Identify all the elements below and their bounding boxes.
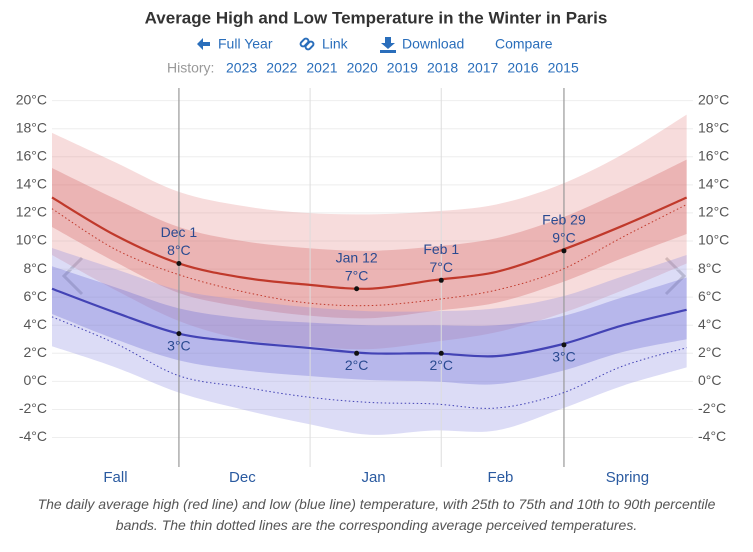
- temperature-line: [51, 196, 688, 290]
- annotation-marker: [438, 350, 444, 356]
- y2-tick-label: -4°C: [698, 428, 726, 444]
- labels-layer: Dec 1 8°C Jan 12 7°C Feb 1 7°C Feb 29 9°C 3°C 2°C…: [161, 212, 586, 373]
- annotation-value: 3°C: [552, 349, 576, 365]
- bands-layer: [52, 114, 687, 435]
- y-tick-label: -2°C: [19, 400, 47, 416]
- annotation-value: 9°C: [552, 230, 576, 246]
- back-icon: [197, 38, 210, 50]
- annotation-value: 2°C: [345, 357, 369, 373]
- link-icon: [299, 37, 315, 51]
- annotation-marker: [176, 331, 182, 337]
- top-layer: Full Year Link Download Compare History: 2023…: [16, 36, 730, 486]
- annotation-value: 7°C: [345, 267, 369, 283]
- prev-arrow[interactable]: [61, 256, 84, 296]
- perceived-line: [51, 204, 687, 307]
- history-year[interactable]: 2015: [548, 60, 579, 76]
- toolbar-link[interactable]: Link: [322, 36, 349, 52]
- history-year[interactable]: 2021: [306, 60, 337, 76]
- perceived-line: [51, 316, 687, 409]
- y2-tick-label: 8°C: [698, 260, 722, 276]
- lines-layer: [51, 196, 688, 409]
- annotation-date: Dec 1: [161, 224, 198, 240]
- y-tick-label: 4°C: [24, 316, 48, 332]
- y2-tick-label: 20°C: [698, 91, 729, 107]
- y-tick-label: 18°C: [16, 119, 47, 135]
- toolbar-link[interactable]: Full Year: [218, 36, 273, 52]
- caption: The daily average high (red line) and lo…: [37, 496, 716, 533]
- y-tick-label: 8°C: [24, 260, 48, 276]
- y-tick-label: -4°C: [19, 428, 47, 444]
- annotation-date: Jan 12: [336, 249, 378, 265]
- annotation-value: 2°C: [430, 357, 454, 373]
- y2-tick-label: 0°C: [698, 372, 722, 388]
- next-arrow[interactable]: [664, 256, 687, 296]
- y2-tick-label: 10°C: [698, 232, 729, 248]
- y2-tick-label: 14°C: [698, 176, 729, 192]
- percentile-band: [52, 248, 687, 435]
- history-year[interactable]: 2017: [467, 60, 498, 76]
- percentile-band: [52, 114, 687, 350]
- x-tick-label: Spring: [606, 469, 649, 486]
- y-tick-label: 0°C: [24, 372, 48, 388]
- history-year[interactable]: 2016: [507, 60, 538, 76]
- percentile-band: [52, 266, 687, 385]
- y-tick-label: 14°C: [16, 176, 47, 192]
- y-tick-label: 16°C: [16, 147, 47, 163]
- toolbar-link[interactable]: Compare: [495, 36, 553, 52]
- y2-tick-label: 12°C: [698, 204, 729, 220]
- history-year[interactable]: 2022: [266, 60, 297, 76]
- annotation-value: 7°C: [430, 259, 454, 275]
- y-tick-label: 6°C: [24, 288, 48, 304]
- y2-tick-label: 4°C: [698, 316, 722, 332]
- y-tick-label: 20°C: [16, 91, 47, 107]
- x-tick-label: Feb: [488, 469, 514, 486]
- x-tick-label: Jan: [361, 469, 385, 486]
- annotation-marker: [354, 286, 360, 292]
- y-tick-label: 2°C: [24, 344, 48, 360]
- x-tick-label: Dec: [229, 469, 256, 486]
- y2-tick-label: 16°C: [698, 147, 729, 163]
- toolbar-link[interactable]: Download: [402, 36, 464, 52]
- annotation-date: Feb 1: [423, 241, 459, 257]
- x-tick-label: Fall: [103, 469, 127, 486]
- y-tick-label: 10°C: [16, 232, 47, 248]
- y-tick-label: 12°C: [16, 204, 47, 220]
- temperature-line: [51, 287, 687, 358]
- annotation-marker: [561, 342, 567, 348]
- annotation-value: 3°C: [167, 337, 191, 353]
- history-year[interactable]: 2023: [226, 60, 257, 76]
- y2-tick-label: -2°C: [698, 400, 726, 416]
- annotation-marker: [354, 350, 360, 356]
- y2-tick-label: 2°C: [698, 344, 722, 360]
- history-year[interactable]: 2018: [427, 60, 458, 76]
- y2-tick-label: 6°C: [698, 288, 722, 304]
- annotation-marker: [176, 260, 182, 266]
- marks-layer: [176, 248, 567, 356]
- annotation-marker: [438, 277, 444, 283]
- history-year[interactable]: 2019: [387, 60, 418, 76]
- annotation-date: Feb 29: [542, 212, 586, 228]
- history-year[interactable]: 2020: [347, 60, 378, 76]
- y2-tick-label: 18°C: [698, 119, 729, 135]
- vlines-layer: [178, 88, 565, 467]
- history-label: History:: [167, 60, 214, 76]
- percentile-band: [52, 159, 687, 319]
- annotation-value: 8°C: [167, 242, 191, 258]
- download-icon: [380, 37, 396, 53]
- chart-title: Average High and Low Temperature in the …: [145, 8, 608, 27]
- annotation-marker: [561, 248, 567, 254]
